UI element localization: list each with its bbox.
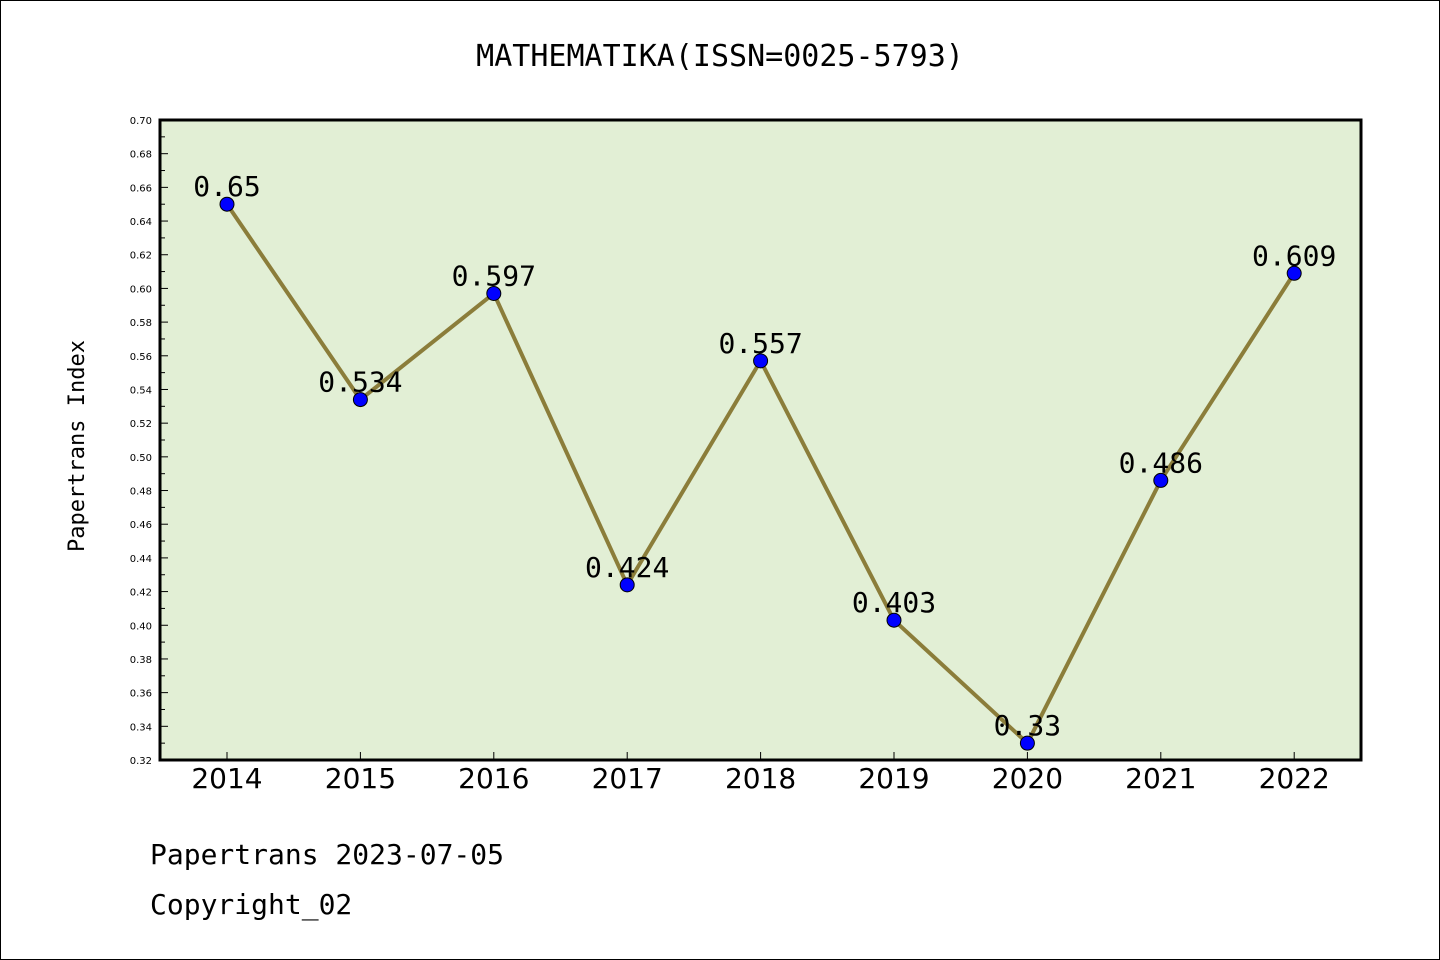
y-tick-label: 0.54 <box>130 385 152 396</box>
data-label-2022: 0.609 <box>1252 239 1336 272</box>
y-axis-ticks: 0.32 0.34 0.36 0.38 0.40 0.42 0.44 0.46 0.48 0.50… <box>130 116 168 767</box>
x-axis-ticks: 2014 2015 2016 2017 2018 2019 2020 2021 2022 <box>191 752 1330 795</box>
y-tick-label: 0.32 <box>130 756 152 767</box>
data-markers <box>219 196 1302 751</box>
data-label-2021: 0.486 <box>1119 446 1203 479</box>
y-tick-label: 0.42 <box>130 588 152 599</box>
y-tick-label: 0.66 <box>130 183 152 194</box>
y-tick-label: 0.48 <box>130 487 152 498</box>
x-tick-label: 2018 <box>725 762 796 795</box>
footer-date: Papertrans 2023-07-05 <box>150 838 504 871</box>
data-point-2019 <box>886 612 902 628</box>
data-labels: 0.65 0.534 0.597 0.424 0.557 0.403 0.33 0.486 0.… <box>193 170 1336 742</box>
data-label-2017: 0.424 <box>585 551 669 584</box>
y-tick-label: 0.50 <box>130 453 152 464</box>
data-point-2021 <box>1153 472 1169 488</box>
y-tick-label: 0.46 <box>130 520 152 531</box>
x-tick-label: 2021 <box>1125 762 1196 795</box>
x-tick-label: 2016 <box>458 762 529 795</box>
data-label-2015: 0.534 <box>318 366 402 399</box>
data-label-2016: 0.597 <box>452 259 536 292</box>
x-tick-label: 2020 <box>992 762 1063 795</box>
y-tick-label: 0.40 <box>130 621 152 632</box>
x-tick-label: 2014 <box>191 762 262 795</box>
data-label-2019: 0.403 <box>852 586 936 619</box>
y-tick-label: 0.58 <box>130 318 152 329</box>
x-tick-label: 2022 <box>1259 762 1330 795</box>
data-point-2018 <box>753 353 769 369</box>
y-tick-label: 0.68 <box>130 150 152 161</box>
y-tick-label: 0.44 <box>130 554 152 565</box>
data-point-2022 <box>1286 265 1302 281</box>
y-tick-label: 0.64 <box>130 217 152 228</box>
data-point-2014 <box>219 196 235 212</box>
data-label-2014: 0.65 <box>193 170 260 203</box>
x-tick-label: 2017 <box>592 762 663 795</box>
chart-title: MATHEMATIKA(ISSN=0025-5793) <box>476 39 964 74</box>
y-tick-label: 0.38 <box>130 655 152 666</box>
y-tick-label: 0.70 <box>130 116 152 127</box>
y-tick-label: 0.62 <box>130 251 152 262</box>
data-point-2015 <box>352 392 368 408</box>
data-point-2016 <box>486 285 502 301</box>
y-tick-label: 0.60 <box>130 284 152 295</box>
data-point-2020 <box>1019 735 1035 751</box>
y-axis-label: Papertrans Index <box>65 340 90 552</box>
plot-area <box>158 118 1363 762</box>
x-tick-label: 2015 <box>325 762 396 795</box>
y-tick-label: 0.56 <box>130 352 152 363</box>
y-tick-label: 0.52 <box>130 419 152 430</box>
data-point-2017 <box>619 577 635 593</box>
y-tick-label: 0.34 <box>130 722 152 733</box>
footer-copyright: Copyright_02 <box>150 888 352 922</box>
x-tick-label: 2019 <box>858 762 929 795</box>
data-label-2018: 0.557 <box>718 327 802 360</box>
y-tick-label: 0.36 <box>130 689 152 700</box>
data-label-2020: 0.33 <box>994 709 1061 742</box>
